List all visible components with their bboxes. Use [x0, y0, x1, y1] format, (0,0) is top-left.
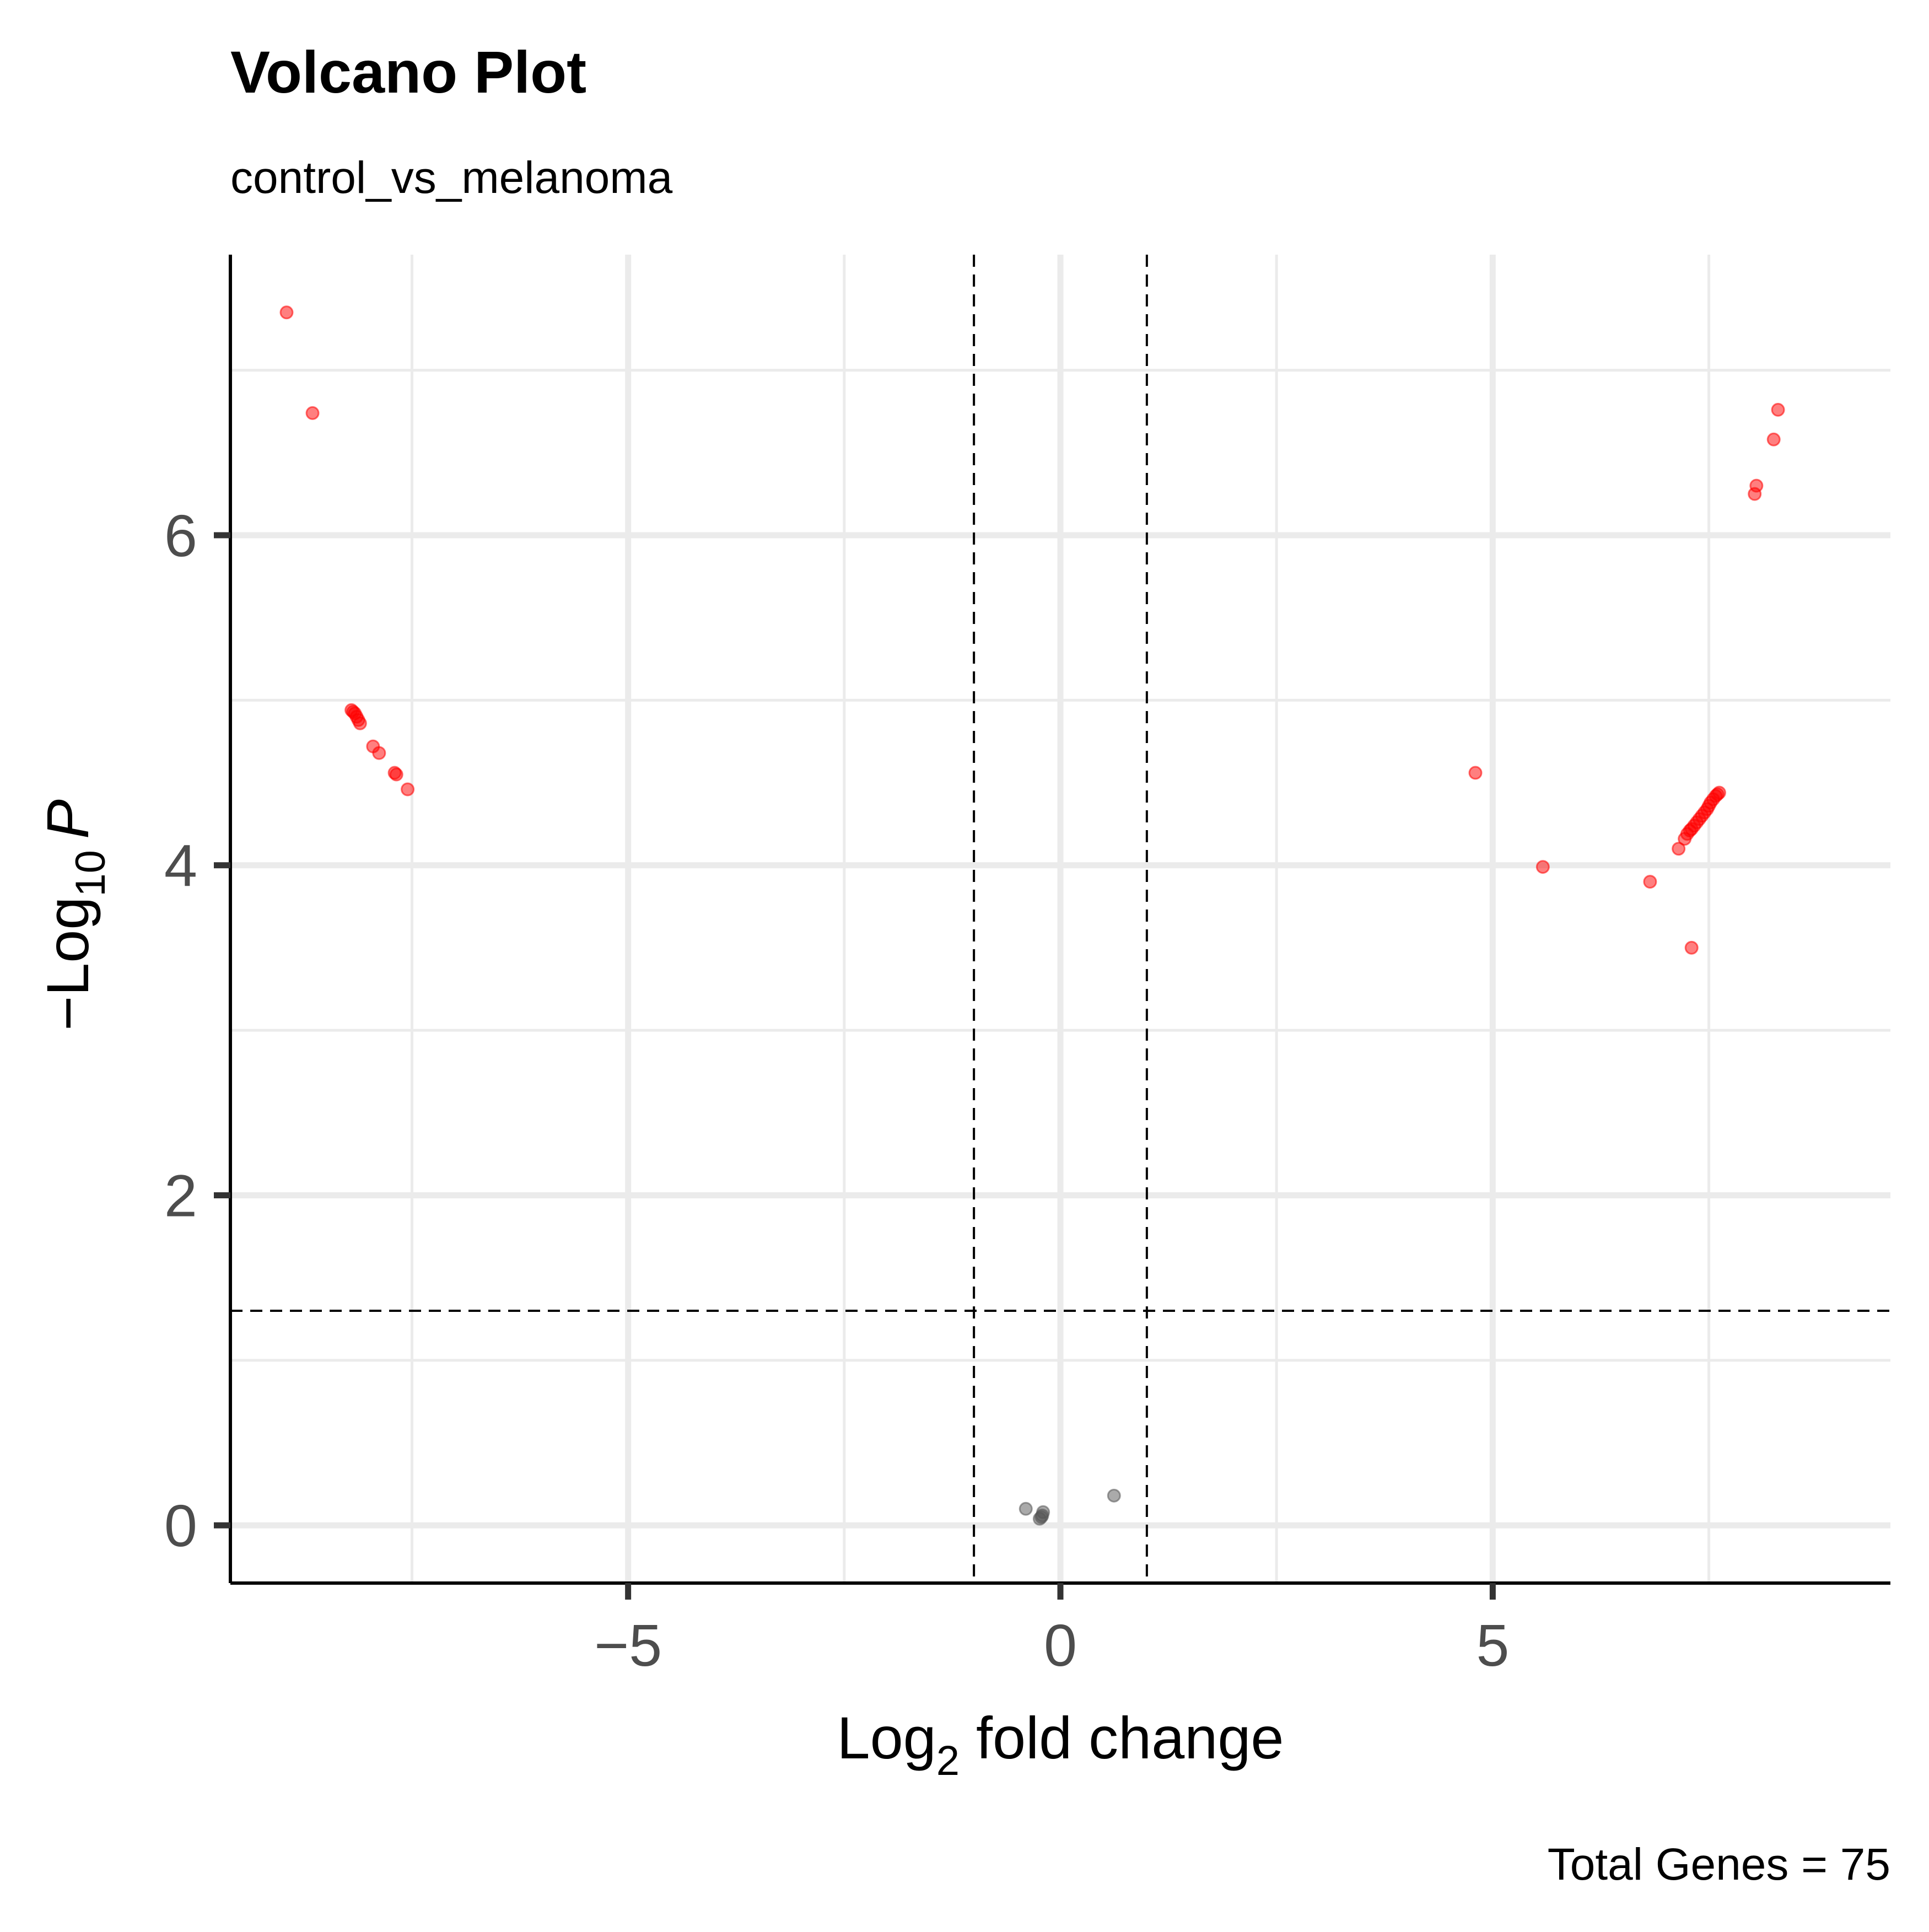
- significant-point: [372, 746, 386, 760]
- significant-point: [389, 767, 403, 782]
- y-tick-label: 6: [164, 502, 197, 569]
- significant-point: [1712, 785, 1726, 800]
- chart-caption: Total Genes = 75: [1548, 1839, 1890, 1890]
- y-axis-title-subscript: 10: [67, 850, 114, 897]
- y-tick-label: 0: [164, 1492, 197, 1559]
- significant-point: [1535, 860, 1550, 874]
- significant-point: [401, 782, 415, 797]
- y-axis-title: −Log10 P: [34, 799, 114, 1031]
- significant-point: [1672, 842, 1686, 856]
- x-axis-title-base: Log: [837, 1704, 936, 1771]
- nonsignificant-point: [1019, 1502, 1033, 1516]
- nonsignificant-point: [1107, 1488, 1121, 1503]
- nonsignificant-point: [1035, 1508, 1049, 1522]
- significant-point: [1643, 875, 1657, 889]
- significant-point: [353, 716, 367, 730]
- significant-point: [1748, 487, 1762, 501]
- x-axis-title: Log2 fold change: [837, 1704, 1284, 1784]
- chart-subtitle: control_vs_melanoma: [230, 153, 673, 203]
- x-axis-title-subscript: 2: [936, 1737, 960, 1784]
- x-tick-label: 5: [1476, 1612, 1509, 1678]
- y-axis-title-italic: P: [34, 799, 101, 839]
- x-tick-label: −5: [594, 1612, 662, 1678]
- significant-point: [1771, 402, 1785, 417]
- significant-point: [1684, 940, 1699, 955]
- significant-point: [1468, 766, 1483, 780]
- y-tick-label: 2: [164, 1162, 197, 1229]
- cutoff-lines: [230, 255, 1890, 1583]
- x-axis-title-rest: fold change: [960, 1704, 1284, 1771]
- significant-point: [1766, 432, 1781, 446]
- significant-point: [305, 406, 320, 420]
- y-axis-title-prefix: −Log: [34, 897, 101, 1031]
- significant-point: [279, 305, 294, 320]
- y-tick-label: 4: [164, 832, 197, 899]
- x-axis: −5 0 5: [594, 1583, 1509, 1678]
- y-axis: 0 2 4 6: [164, 502, 230, 1559]
- data-points: [279, 305, 1785, 1526]
- chart-title: Volcano Plot: [230, 39, 586, 105]
- major-gridlines: [230, 255, 1890, 1583]
- x-tick-label: 0: [1044, 1612, 1077, 1678]
